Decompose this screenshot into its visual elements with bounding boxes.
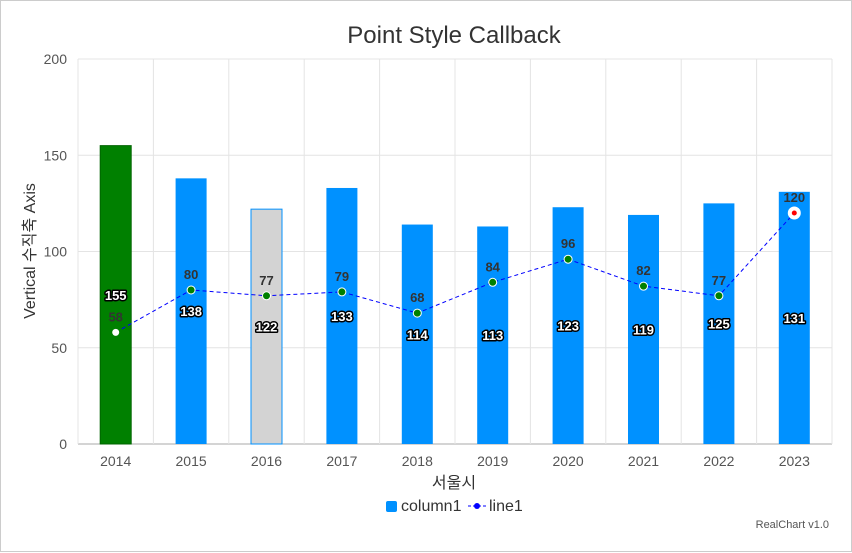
bar (477, 226, 509, 444)
line-point (488, 277, 498, 287)
bar-value-label: 113 (482, 328, 503, 343)
line-value-label: 80 (184, 267, 198, 282)
line-value-label: 79 (335, 269, 349, 284)
bar (552, 207, 584, 444)
line-value-label: 58 (108, 309, 122, 324)
line-value-label: 77 (259, 273, 273, 288)
bar (175, 178, 207, 444)
y-tick-label: 100 (44, 244, 68, 260)
y-axis-title: Vertical 수직축 Axis (21, 183, 39, 319)
line-point (639, 281, 648, 291)
x-axis-ticks: 2014 2015 2016 2017 2018 2019 2020 2021 2022 2023 (100, 453, 810, 469)
x-tick-label: 2022 (703, 453, 734, 469)
bar-value-label: 114 (407, 327, 429, 342)
bar (401, 224, 433, 444)
legend-line1-label: line1 (489, 498, 523, 515)
x-tick-label: 2019 (477, 453, 508, 469)
bar (778, 191, 810, 444)
bar-value-label: 122 (256, 320, 278, 335)
bar (250, 208, 283, 445)
x-tick-label: 2023 (779, 453, 810, 469)
legend-column1-label: column1 (401, 498, 462, 515)
bar-value-label: 138 (180, 304, 202, 319)
line-value-label: 96 (561, 236, 575, 251)
bar (703, 203, 735, 444)
line-point (412, 308, 422, 318)
line-point (111, 327, 121, 337)
line-value-label: 82 (636, 263, 650, 278)
bar-value-label: 155 (105, 288, 127, 303)
line-point (337, 287, 347, 297)
x-tick-label: 2018 (402, 453, 433, 469)
y-tick-label: 0 (59, 436, 67, 452)
line-point-center (791, 210, 797, 216)
y-tick-label: 50 (51, 340, 67, 356)
credit-text: RealChart v1.0 (756, 519, 829, 531)
line-point (563, 254, 573, 264)
bar-value-label: 125 (708, 317, 730, 332)
bar-value-label: 131 (783, 311, 805, 326)
bar (326, 187, 358, 444)
x-tick-label: 2020 (553, 453, 584, 469)
x-tick-label: 2014 (100, 453, 131, 469)
line-value-label: 120 (783, 190, 805, 205)
legend: column1 line1 (386, 498, 523, 515)
legend-line1-marker (474, 503, 480, 509)
line-value-label: 77 (712, 273, 726, 288)
line-point (186, 285, 196, 295)
x-tick-label: 2016 (251, 453, 282, 469)
x-axis-title: 서울시 (432, 474, 476, 492)
x-tick-label: 2015 (176, 453, 207, 469)
y-tick-label: 150 (44, 147, 68, 163)
legend-column1-swatch (386, 501, 397, 512)
y-axis-ticks: 0 50 100 150 200 (44, 51, 68, 452)
line-point (262, 291, 271, 301)
bar (99, 145, 132, 445)
x-tick-label: 2017 (326, 453, 357, 469)
bars: 155 138 122 133 114 113 123 119 125 131 (99, 145, 810, 445)
x-tick-label: 2021 (628, 453, 659, 469)
line-value-label: 84 (485, 259, 500, 274)
y-tick-label: 200 (44, 51, 68, 67)
bar-value-label: 119 (633, 322, 654, 337)
bar-value-label: 133 (331, 309, 353, 324)
line-value-label: 68 (410, 290, 424, 305)
chart-title: Point Style Callback (347, 22, 561, 49)
line-series: 58 80 77 79 68 84 96 82 77 120 (108, 190, 805, 337)
bar (628, 214, 659, 444)
line-point (714, 291, 724, 301)
bar-value-label: 123 (557, 319, 579, 334)
